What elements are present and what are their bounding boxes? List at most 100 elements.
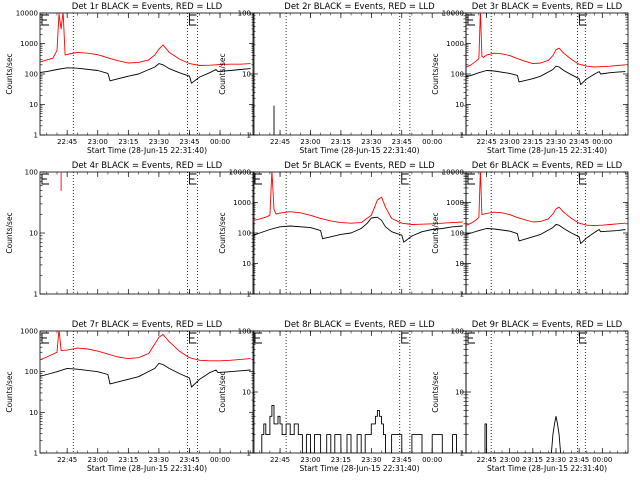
events-series-line [466, 65, 626, 86]
x-tick-label: 00:00 [592, 456, 612, 464]
x-tick-label: 23:45 [569, 138, 589, 146]
lld-series-line [466, 172, 626, 227]
marker-letter-left [254, 173, 262, 185]
y-tick-label: 10 [455, 260, 464, 268]
x-tick-label: 23:00 [500, 456, 520, 464]
lld-series-line [466, 13, 626, 68]
y-tick-label: 10000 [16, 10, 38, 18]
x-tick-label: 23:30 [149, 138, 169, 146]
y-tick-label: 10 [29, 101, 38, 109]
y-tick-label: 1000 [20, 40, 38, 48]
chart-panel-5: Det 5r BLACK = Events, RED = LLD 1 10 100 10… [218, 161, 467, 299]
chart-panel-1: Det 1r BLACK = Events, RED = LLD 1 10 100 10… [5, 2, 255, 155]
x-tick-label: 23:45 [179, 456, 199, 464]
y-tick-label: 10 [242, 71, 251, 79]
x-tick-label: 23:30 [361, 456, 381, 464]
x-tick-label: 23:30 [546, 456, 566, 464]
chart-panel-6: Det 6r BLACK = Events, RED = LLD 1 10 100 10… [431, 161, 629, 299]
marker-letter-left [254, 332, 262, 344]
marker-letter-right [579, 332, 587, 344]
x-tick-label: 00:00 [210, 456, 230, 464]
x-axis-label: Start Time (28-Jun-15 22:31:40) [87, 146, 207, 155]
x-axis-label: Start Time (28-Jun-15 22:31:40) [300, 146, 420, 155]
plot-frame [465, 330, 629, 454]
lld-series-line [40, 331, 251, 362]
y-axis-label: Counts/sec [5, 53, 14, 94]
chart-title: Det 2r BLACK = Events, RED = LLD [284, 2, 435, 12]
marker-letter-right [401, 173, 409, 185]
y-tick-label: 100 [25, 169, 38, 177]
x-axis-label: Start Time (28-Jun-15 22:31:40) [300, 464, 420, 473]
x-tick-label: 22:45 [476, 456, 496, 464]
x-tick-label: 23:15 [331, 138, 351, 146]
y-axis-label: Counts/sec [5, 212, 14, 253]
marker-letter-right [188, 173, 197, 185]
lld-series-line [253, 172, 463, 225]
chart-title: Det 4r BLACK = Events, RED = LLD [72, 161, 223, 171]
x-tick-label: 22:45 [270, 456, 290, 464]
x-tick-label: 23:15 [331, 456, 351, 464]
y-tick-label: 1 [460, 291, 464, 299]
y-tick-label: 10 [29, 230, 38, 238]
y-tick-label: 1 [34, 291, 38, 299]
events-series-line [40, 362, 251, 388]
y-axis-label: Counts/sec [218, 371, 227, 412]
x-tick-label: 23:15 [118, 138, 138, 146]
marker-letter-left [41, 14, 49, 26]
y-tick-label: 10000 [442, 10, 464, 18]
y-tick-label: 1 [247, 291, 251, 299]
x-tick-label: 23:45 [392, 138, 412, 146]
events-series-line [484, 415, 562, 453]
x-tick-label: 23:30 [149, 456, 169, 464]
x-axis-label: Start Time (28-Jun-15 22:31:40) [87, 464, 207, 473]
x-tick-label: 23:00 [300, 456, 320, 464]
marker-letter-right [579, 173, 587, 185]
marker-letter-left [41, 332, 49, 344]
marker-letter-right [401, 332, 409, 344]
y-axis-label: Counts/sec [431, 371, 440, 412]
y-tick-label: 1000 [446, 40, 464, 48]
chart-panel-2: Det 2r BLACK = Events, RED = LLD 1 10 100 22… [218, 2, 467, 155]
chart-title: Det 8r BLACK = Events, RED = LLD [284, 320, 435, 330]
y-axis-label: Counts/sec [218, 53, 227, 94]
x-tick-label: 22:45 [270, 138, 290, 146]
chart-panel-3: Det 3r BLACK = Events, RED = LLD 1 10 100 10… [431, 2, 629, 155]
y-tick-label: 1 [247, 132, 251, 140]
y-tick-label: 100 [451, 71, 464, 79]
x-tick-label: 22:45 [57, 138, 77, 146]
events-series-line [466, 224, 626, 245]
x-tick-label: 23:15 [523, 456, 543, 464]
chart-title: Det 6r BLACK = Events, RED = LLD [472, 161, 623, 171]
x-axis-label: Start Time (28-Jun-15 22:31:40) [487, 146, 607, 155]
y-tick-label: 10 [242, 260, 251, 268]
y-tick-label: 1000 [20, 328, 38, 336]
marker-letter-left [467, 14, 475, 26]
x-tick-label: 23:00 [88, 456, 108, 464]
y-tick-label: 100 [25, 71, 38, 79]
x-tick-label: 23:00 [300, 138, 320, 146]
lld-series-line [40, 13, 251, 66]
y-tick-label: 10 [455, 389, 464, 397]
x-tick-label: 23:45 [392, 456, 412, 464]
y-tick-label: 1000 [233, 199, 251, 207]
y-axis-label: Counts/sec [431, 212, 440, 253]
y-tick-label: 100 [25, 368, 38, 376]
chart-title: Det 9r BLACK = Events, RED = LLD [472, 320, 623, 330]
events-series-line [40, 63, 251, 84]
y-tick-label: 10000 [442, 169, 464, 177]
x-tick-label: 23:00 [500, 138, 520, 146]
chart-title: Det 1r BLACK = Events, RED = LLD [72, 2, 223, 12]
chart-panel-9: Det 9r BLACK = Events, RED = LLD 1 10 100 22… [431, 320, 629, 473]
x-tick-label: 23:45 [179, 138, 199, 146]
x-tick-label: 23:15 [523, 138, 543, 146]
chart-title: Det 5r BLACK = Events, RED = LLD [284, 161, 435, 171]
x-tick-label: 00:00 [422, 456, 442, 464]
y-tick-label: 1 [460, 132, 464, 140]
plot-frame [465, 171, 629, 295]
x-tick-label: 23:45 [569, 456, 589, 464]
chart-title: Det 3r BLACK = Events, RED = LLD [472, 2, 623, 12]
y-tick-label: 1 [34, 132, 38, 140]
chart-panel-4: Det 4r BLACK = Events, RED = LLD 1 10 100 Co… [5, 161, 255, 299]
y-axis-label: Counts/sec [5, 371, 14, 412]
x-tick-label: 00:00 [592, 138, 612, 146]
